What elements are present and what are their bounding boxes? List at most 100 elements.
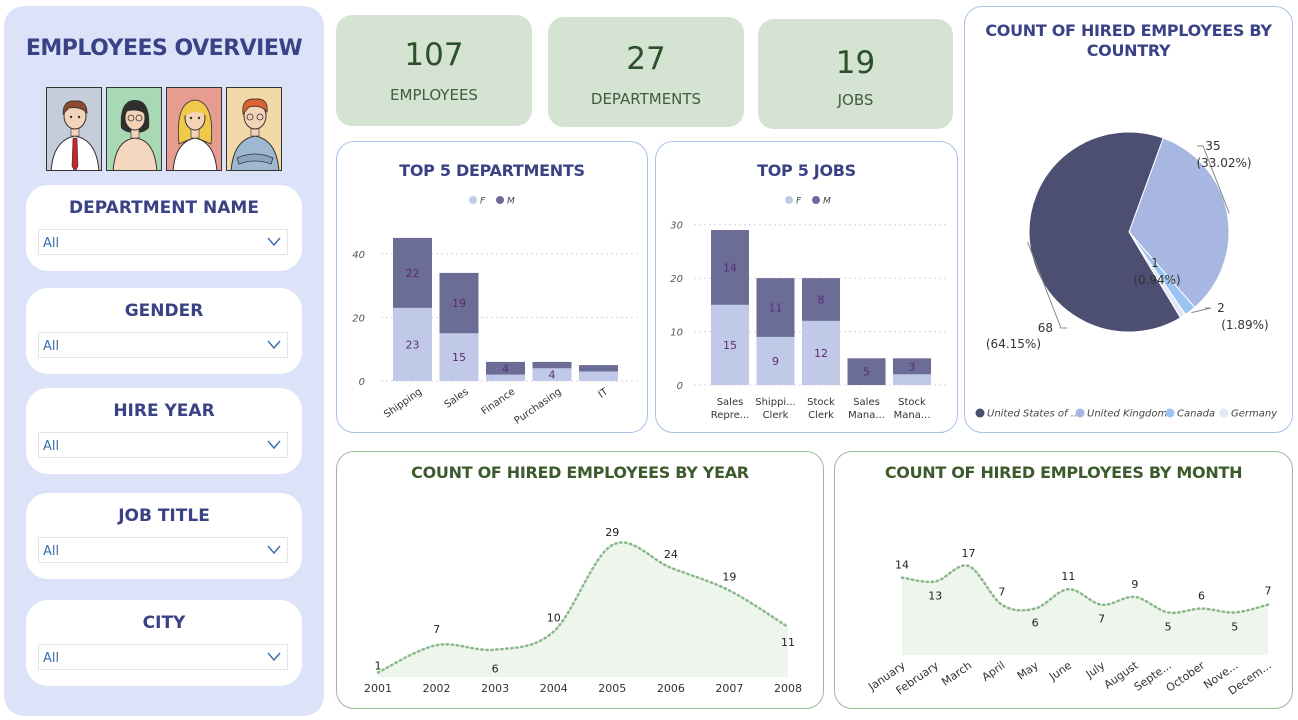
data-label: 29 [605,526,619,539]
x-tick-label: Sales [853,397,880,408]
x-tick-label: Stock [898,397,926,408]
legend-label: Germany [1231,409,1278,420]
hire-year-dropdown[interactable]: All [38,432,288,458]
data-label: 6 [1032,617,1039,630]
data-label: 19 [722,571,736,584]
legend-marker-f [469,196,477,204]
slicer-title: CITY [142,613,186,633]
data-label: 7 [1265,585,1272,598]
legend-label-f: F [796,197,802,207]
top-jobs-chart: F M01020301514SalesRepre...911Shippi...Cl… [670,196,946,421]
pie-slice [1028,131,1182,333]
legend-marker-m [812,196,820,204]
data-label: 11 [781,636,795,649]
chart-title: TOP 5 JOBS [757,161,856,180]
dropdown-value: All [43,544,60,559]
slicer-title: GENDER [124,301,204,321]
kpi-label: DEPARTMENTS [590,90,702,108]
y-tick-label: 40 [352,250,365,261]
data-label: 6 [1198,590,1205,603]
department-dropdown[interactable]: All [38,229,288,255]
bar-male [756,278,795,337]
slicer-title: JOB TITLE [118,506,210,526]
avatar-man-crossed-arms [226,87,282,171]
chart-title: COUNT OF HIRED EMPLOYEES BY MONTH [884,463,1243,482]
slicer-gender: GENDER All [26,288,302,374]
hires-by-year-chart: 1 2001 7 2002 6 2003 10 2004 29 2005 24 2006 19 2007 1… [364,526,802,695]
chevron-down-icon [267,652,281,662]
y-tick-label: 30 [670,221,683,232]
x-tick-label: Sales [717,397,744,408]
slicer-job-title: JOB TITLE All [26,493,302,579]
pie-slice [1128,137,1230,309]
avatar-woman-blonde [166,87,222,171]
data-label-m: 11 [769,302,783,315]
bar-female [711,304,749,385]
job-title-dropdown[interactable]: All [38,537,288,563]
bar-male [893,358,931,375]
pie-value-label: 68 [1038,321,1053,335]
series-line [900,564,1270,615]
y-tick-label: 0 [677,381,683,392]
bar-female [802,320,840,385]
bar-female [439,333,479,381]
slicer-hire-year: HIRE YEAR All [26,388,302,474]
x-tick-label: Shippi... [755,397,795,408]
area-fill [902,565,1268,655]
filter-sidebar: EMPLOYEES OVERVIEW [4,6,324,716]
data-label-f: 15 [723,339,737,352]
x-tick-label: Shipping [382,386,424,420]
top-departments-chart: F M020402322Shipping1519Sales4Finance4Pur… [352,196,637,427]
data-label: 7 [433,623,440,636]
bar-male [847,358,886,385]
kpi-value: 19 [835,45,876,81]
country-pie-card: COUNT OF HIRED EMPLOYEES BY COUNTRY 68 (6… [964,6,1293,433]
y-tick-label: 10 [670,328,683,339]
gender-dropdown[interactable]: All [38,332,288,358]
top-departments-card: TOP 5 DEPARTMENTS F M 0 20 40 23 22 Shipping 15 1… [336,141,648,433]
legend-label: United States of ... [987,409,1080,420]
data-label-f: 12 [814,347,828,360]
bar-female [486,374,525,381]
dashboard-title: EMPLOYEES OVERVIEW [25,36,303,61]
pie-percent-label: (0.94%) [1133,273,1180,287]
pie-leader-line [1197,145,1230,214]
x-tick-label: Clerk [763,410,789,421]
legend-label: United Kingdom [1087,409,1168,420]
slicer-title: HIRE YEAR [113,401,215,421]
kpi-value: 107 [404,37,464,73]
x-tick-label: Mana... [894,410,931,421]
x-tick-label: 2007 [715,682,743,695]
x-tick-label: Mana... [848,410,885,421]
pie-leader-line [1191,307,1212,314]
x-tick-label: 2002 [423,682,451,695]
top-jobs-card: TOP 5 JOBS F M 0 10 20 30 15 14 Sales Repre... 9 11… [655,141,958,433]
x-tick-label: 2003 [481,682,509,695]
legend-marker [975,408,985,418]
x-tick-label: May [1015,659,1041,683]
bar-male [393,237,432,308]
pie-leader-line [1026,241,1067,329]
chart-title: COUNT OF HIRED EMPLOYEES BY YEAR [411,463,749,482]
data-label: 11 [1061,570,1075,583]
pie-value-label: 1 [1151,256,1159,270]
dropdown-value: All [43,439,60,454]
data-label-m: 3 [909,360,916,373]
pie-percent-label: (64.15%) [986,337,1041,351]
bar-male [579,365,618,372]
data-label: 7 [998,586,1005,599]
kpi-label: EMPLOYEES [390,86,478,104]
avatar-woman-glasses [106,87,162,171]
data-label: 10 [547,611,561,624]
series-line [376,541,790,674]
city-dropdown[interactable]: All [38,644,288,670]
x-tick-label: IT [596,386,610,401]
data-label: 7 [1098,613,1105,626]
chevron-down-icon [267,340,281,350]
bar-female [756,336,795,385]
kpi-label: JOBS [837,91,874,109]
dropdown-value: All [43,651,60,666]
pie-value-label: 35 [1205,139,1220,153]
data-label-m: 14 [723,261,737,274]
